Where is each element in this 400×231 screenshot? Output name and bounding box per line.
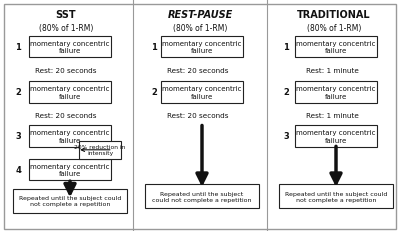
Text: momentary concentric
failure: momentary concentric failure — [30, 86, 110, 99]
Text: (80% of 1-RM): (80% of 1-RM) — [39, 24, 93, 33]
Text: momentary concentric
failure: momentary concentric failure — [296, 41, 376, 54]
FancyBboxPatch shape — [79, 141, 121, 159]
Text: 2: 2 — [151, 88, 157, 97]
Text: momentary concentric
failure: momentary concentric failure — [30, 130, 110, 143]
FancyBboxPatch shape — [29, 36, 111, 58]
FancyBboxPatch shape — [161, 82, 243, 103]
Text: Rest: 1 minute: Rest: 1 minute — [306, 67, 358, 73]
FancyBboxPatch shape — [13, 189, 127, 213]
Text: Rest: 20 seconds: Rest: 20 seconds — [35, 112, 97, 119]
FancyBboxPatch shape — [295, 82, 377, 103]
Text: TRADITIONAL: TRADITIONAL — [297, 10, 371, 20]
FancyBboxPatch shape — [295, 125, 377, 147]
Text: Repeated until the subject could
not complete a repetition: Repeated until the subject could not com… — [19, 195, 121, 207]
Text: (80% of 1-RM): (80% of 1-RM) — [307, 24, 361, 33]
Text: REST-PAUSE: REST-PAUSE — [167, 10, 233, 20]
Text: 1: 1 — [15, 43, 21, 52]
FancyBboxPatch shape — [29, 125, 111, 147]
Text: Rest: 1 minute: Rest: 1 minute — [306, 112, 358, 119]
Text: Rest: 20 seconds: Rest: 20 seconds — [167, 112, 229, 119]
FancyBboxPatch shape — [29, 159, 111, 181]
Text: (80% of 1-RM): (80% of 1-RM) — [173, 24, 227, 33]
FancyBboxPatch shape — [161, 36, 243, 58]
Text: Repeated until the subject
could not complete a repetition: Repeated until the subject could not com… — [152, 191, 252, 202]
Text: 2: 2 — [283, 88, 289, 97]
FancyBboxPatch shape — [295, 36, 377, 58]
FancyBboxPatch shape — [279, 184, 393, 208]
Text: Repeated until the subject could
not complete a repetition: Repeated until the subject could not com… — [285, 191, 387, 202]
Text: 1: 1 — [283, 43, 289, 52]
Text: 4: 4 — [15, 165, 21, 174]
Text: 3: 3 — [283, 132, 289, 141]
Text: 1: 1 — [151, 43, 157, 52]
FancyBboxPatch shape — [145, 184, 259, 208]
Text: 3: 3 — [15, 132, 21, 141]
Text: Rest: 20 seconds: Rest: 20 seconds — [35, 67, 97, 73]
Text: Rest: 20 seconds: Rest: 20 seconds — [167, 67, 229, 73]
FancyBboxPatch shape — [29, 82, 111, 103]
Text: momentary concentric
failure: momentary concentric failure — [296, 130, 376, 143]
Text: momentary concentric
failure: momentary concentric failure — [162, 41, 242, 54]
Text: momentary concentric
failure: momentary concentric failure — [30, 163, 110, 176]
Text: momentary concentric
failure: momentary concentric failure — [30, 41, 110, 54]
Text: momentary concentric
failure: momentary concentric failure — [296, 86, 376, 99]
Text: SST: SST — [56, 10, 76, 20]
Text: 2: 2 — [15, 88, 21, 97]
Text: momentary concentric
failure: momentary concentric failure — [162, 86, 242, 99]
Text: 20% reduction in
intensity: 20% reduction in intensity — [74, 145, 126, 156]
